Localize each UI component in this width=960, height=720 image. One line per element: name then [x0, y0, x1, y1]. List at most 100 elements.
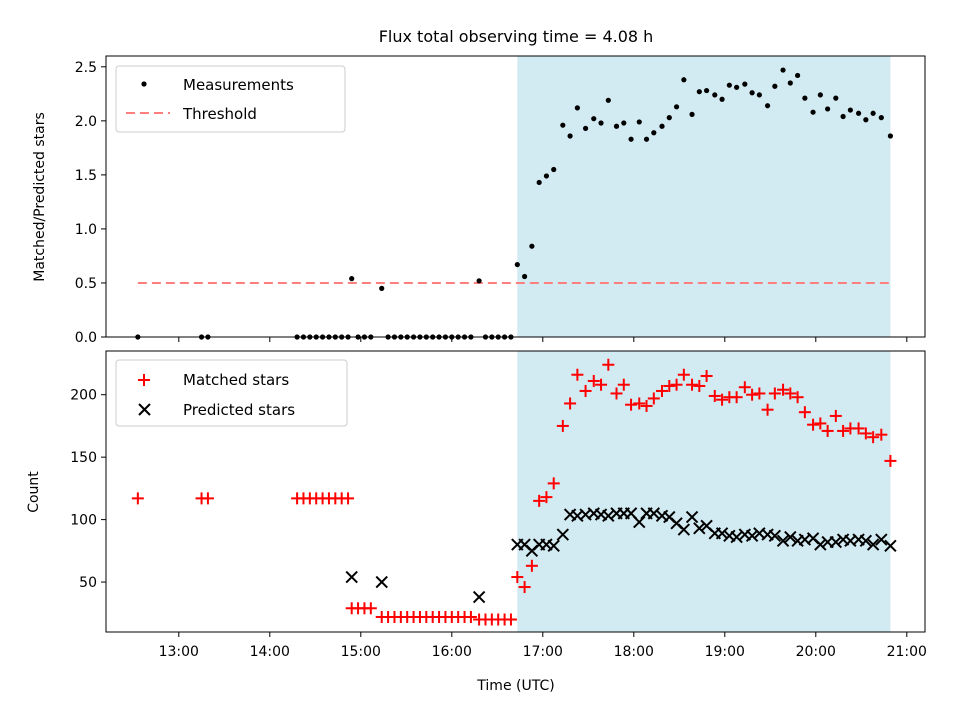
measurement-point [749, 90, 755, 96]
bottom-y-axis-label: Count [26, 471, 42, 513]
bottom-ytick-label: 150 [70, 450, 97, 466]
predicted-stars-point [745, 529, 759, 543]
matched-stars-point [640, 399, 653, 412]
measurement-point [855, 110, 862, 116]
predicted-stars-point [602, 509, 615, 523]
measurement-point [643, 136, 650, 142]
measurement-point [878, 115, 884, 121]
matched-stars-point [852, 422, 865, 435]
matched-stars-point [547, 477, 560, 490]
predicted-stars-point [685, 510, 699, 524]
matched-stars-point [777, 383, 790, 396]
measurement-point [349, 276, 355, 282]
matched-stars-point [647, 392, 660, 405]
chart-title: Flux total observing time = 4.08 h [379, 27, 654, 46]
top-y-axis-ticks: 0.0 0.5 1.0 1.5 2.0 2.5 [75, 60, 106, 346]
measurement-point [802, 95, 808, 101]
predicted-stars-point [884, 539, 897, 553]
matched-stars-point [540, 491, 553, 504]
top-x-axis-ticks [178, 337, 908, 342]
measurement-point [605, 97, 611, 103]
legend-measurements-label: Measurements [183, 76, 294, 94]
measurement-point [543, 173, 550, 179]
predicted-stars-point [345, 570, 358, 584]
matched-stars-point [875, 428, 888, 441]
matched-stars-point [708, 389, 721, 402]
bottom-xtick-label: 13:00 [159, 644, 199, 660]
measurement-point [704, 87, 710, 94]
measurement-point [673, 104, 680, 110]
bottom-xtick-label: 18:00 [614, 644, 654, 660]
measurement-point [551, 166, 557, 173]
top-ytick-label: 0.5 [75, 276, 97, 292]
predicted-stars-point [633, 515, 646, 529]
bottom-xtick-label: 16:00 [432, 644, 472, 660]
matched-stars-point [693, 379, 706, 392]
bottom-ytick-label: 100 [70, 513, 97, 529]
matched-stars-point [738, 381, 751, 394]
matched-stars-point [201, 492, 214, 505]
matched-stars-point [768, 387, 781, 400]
matched-stars-point [595, 378, 608, 391]
predicted-stars-series [345, 507, 897, 604]
matched-stars-point [814, 417, 827, 430]
matched-stars-point [700, 369, 713, 382]
matched-stars-point [504, 613, 517, 626]
matched-stars-point [131, 492, 144, 505]
predicted-stars-point [647, 507, 661, 520]
matched-stars-point [533, 494, 546, 507]
matched-stars-point [761, 403, 774, 416]
matched-stars-point [746, 388, 759, 401]
top-legend: Measurements Threshold [115, 65, 346, 133]
predicted-stars-point [472, 590, 486, 604]
matched-stars-point [511, 571, 524, 584]
measurement-point [651, 130, 657, 136]
measurement-point [514, 261, 520, 268]
measurement-point [887, 133, 894, 139]
predicted-stars-point [375, 575, 388, 589]
matched-stars-point [633, 397, 646, 410]
measurement-point [810, 109, 816, 115]
bottom-xtick-label: 15:00 [341, 644, 381, 660]
bottom-xtick-label: 19:00 [705, 644, 745, 660]
matched-stars-point [753, 387, 766, 400]
matched-stars-point [579, 384, 592, 397]
measurement-point [476, 278, 482, 284]
measurement-point [772, 83, 778, 89]
matched-stars-point [670, 378, 683, 391]
measurement-point [522, 273, 528, 280]
matched-stars-point [525, 559, 538, 572]
bottom-shaded-region [517, 351, 891, 632]
top-axes-frame [105, 55, 926, 338]
bottom-legend-box [115, 359, 348, 427]
measurement-point [659, 123, 665, 129]
legend-predicted-marker [138, 403, 151, 416]
measurement-point [870, 110, 876, 116]
measurement-point [529, 243, 535, 249]
matched-stars-point [617, 378, 630, 391]
bottom-y-axis-ticks: 50 100 150 200 [70, 388, 106, 591]
top-panel: 0.0 0.5 1.0 1.5 2.0 2.5 Matched/Predicted sta… [32, 55, 926, 346]
matched-stars-point [342, 492, 355, 505]
top-ytick-label: 2.0 [75, 114, 97, 130]
measurement-point [780, 67, 786, 73]
measurement-point [817, 92, 823, 98]
predicted-stars-point [875, 533, 888, 546]
top-y-axis-label: Matched/Predicted stars [32, 112, 48, 282]
measurement-point [764, 103, 771, 109]
measurement-point [536, 179, 542, 186]
matched-stars-point [564, 397, 577, 410]
top-ytick-label: 2.5 [75, 60, 97, 76]
measurement-point [598, 120, 604, 126]
bottom-axes-frame [105, 350, 926, 633]
matched-stars-point [821, 424, 834, 437]
measurement-point [726, 82, 732, 88]
matched-stars-point [867, 431, 880, 444]
predicted-stars-point [814, 538, 827, 551]
top-ytick-label: 0.0 [75, 330, 97, 346]
matched-stars-point [464, 611, 477, 624]
measurement-point [825, 106, 831, 112]
measurement-point [582, 125, 589, 132]
measurement-point [560, 122, 566, 128]
